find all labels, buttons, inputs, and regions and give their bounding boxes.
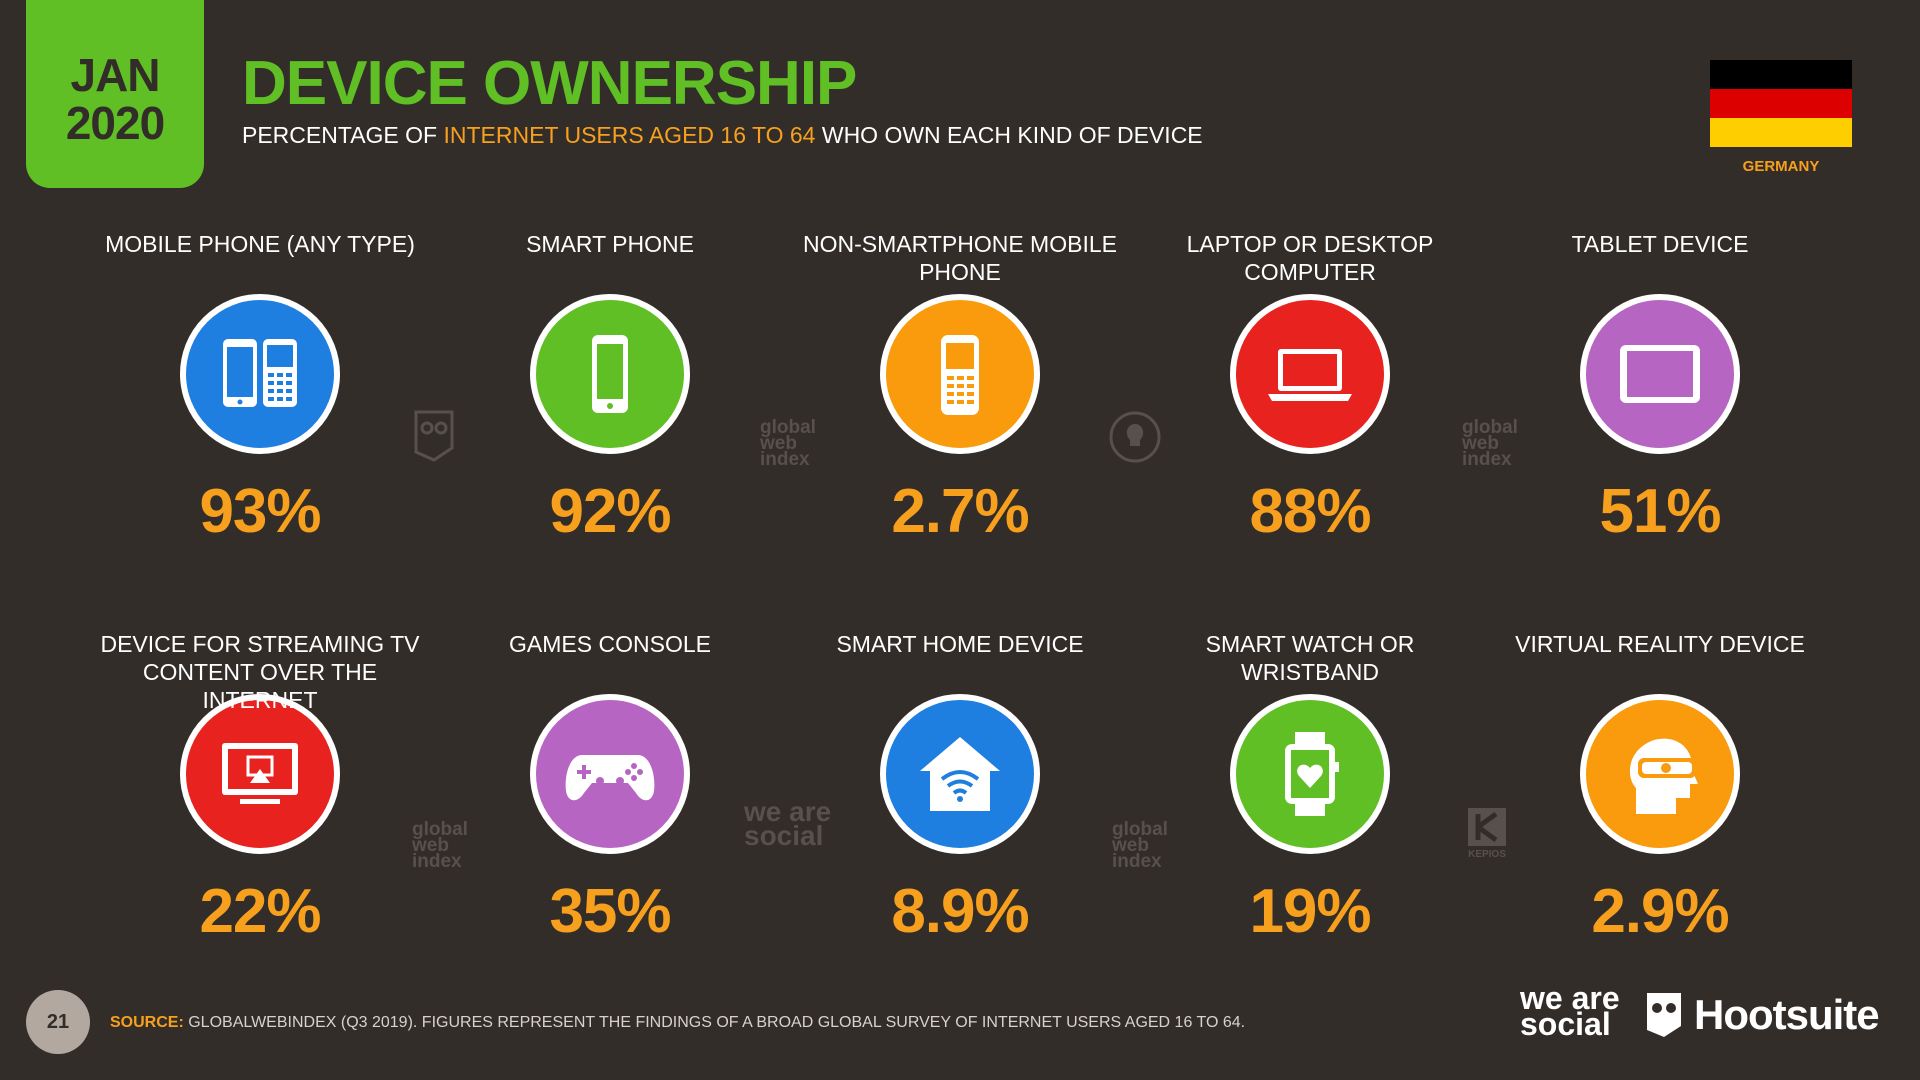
date-year: 2020 bbox=[65, 97, 165, 149]
device-value: 35% bbox=[549, 877, 671, 946]
date-month: JAN bbox=[70, 48, 160, 101]
mobile-phones-icon bbox=[223, 339, 297, 407]
page-title: DEVICE OWNERSHIP bbox=[242, 49, 857, 118]
device-label: MOBILE PHONE (ANY TYPE) bbox=[105, 231, 415, 257]
device-label: TABLET DEVICE bbox=[1571, 231, 1749, 257]
device-label: VIRTUAL REALITY DEVICE bbox=[1515, 631, 1805, 657]
subtitle-highlight: INTERNET USERS AGED 16 TO 64 bbox=[443, 122, 816, 148]
was-watermark: we are social bbox=[744, 796, 832, 851]
hootsuite-logo: Hootsuite bbox=[1644, 990, 1880, 1040]
device-item-vr: VIRTUAL REALITY DEVICE 2.9% bbox=[1495, 630, 1825, 947]
device-circle bbox=[1230, 694, 1390, 854]
page-subtitle: PERCENTAGE OF INTERNET USERS AGED 16 TO … bbox=[242, 122, 1203, 149]
device-label: LAPTOP OR DESKTOP COMPUTER bbox=[1186, 231, 1434, 285]
flag-stripe-red bbox=[1710, 89, 1852, 118]
vr-headset-icon bbox=[1629, 738, 1698, 814]
germany-flag-icon bbox=[1710, 60, 1852, 147]
hootsuite-owl-watermark-icon bbox=[414, 410, 454, 462]
date-badge: JAN 2020 bbox=[26, 0, 204, 188]
device-label: NON-SMARTPHONE MOBILE PHONE bbox=[803, 231, 1117, 285]
device-item-games-console: GAMES CONSOLE 35% bbox=[445, 630, 775, 947]
device-item-smart-home: SMART HOME DEVICE 8.9% bbox=[795, 630, 1125, 947]
hootsuite-owl-icon bbox=[1647, 993, 1681, 1037]
device-item-streaming-tv: DEVICE FOR STREAMING TV CONTENT OVER THE… bbox=[95, 630, 425, 947]
kepios-watermark: KEPIOS bbox=[1462, 806, 1512, 859]
device-value: 19% bbox=[1249, 877, 1371, 946]
device-label: SMART PHONE bbox=[526, 231, 694, 257]
source-label: SOURCE: bbox=[110, 1014, 184, 1031]
gwi-watermark: global web index bbox=[412, 819, 468, 873]
device-value: 88% bbox=[1249, 477, 1371, 546]
device-value: 93% bbox=[199, 477, 321, 546]
kepios-logo-icon bbox=[1468, 808, 1506, 846]
hootsuite-wordmark: Hootsuite bbox=[1694, 991, 1880, 1038]
device-label: SMART WATCH OR WRISTBAND bbox=[1205, 631, 1415, 685]
device-item-laptop: LAPTOP OR DESKTOP COMPUTER 88% bbox=[1145, 230, 1475, 547]
kepios-label: KEPIOS bbox=[1468, 848, 1506, 860]
page-number: 21 bbox=[26, 990, 90, 1054]
country-label: GERMANY bbox=[1742, 158, 1820, 175]
device-value: 2.9% bbox=[1591, 877, 1729, 946]
tablet-icon bbox=[1620, 345, 1700, 403]
device-label: SMART HOME DEVICE bbox=[836, 631, 1084, 657]
device-item-smartphone: SMART PHONE 92% bbox=[445, 230, 775, 547]
device-circle bbox=[1580, 694, 1740, 854]
device-item-tablet: TABLET DEVICE 51% bbox=[1495, 230, 1825, 547]
feature-phone-icon bbox=[941, 335, 979, 415]
device-item-mobile-phone: MOBILE PHONE (ANY TYPE) 93% bbox=[95, 230, 425, 547]
device-value: 92% bbox=[549, 477, 671, 546]
source-note: SOURCE: GLOBALWEBINDEX (Q3 2019). FIGURE… bbox=[110, 1014, 1245, 1032]
laptop-icon bbox=[1268, 349, 1352, 401]
streaming-tv-icon bbox=[222, 743, 298, 804]
device-item-non-smartphone: NON-SMARTPHONE MOBILE PHONE 2.7% bbox=[795, 230, 1125, 547]
device-value: 2.7% bbox=[891, 477, 1029, 546]
device-value: 8.9% bbox=[891, 877, 1029, 946]
smart-home-icon bbox=[920, 737, 1000, 811]
gwi-watermark: global web index bbox=[1112, 819, 1168, 873]
device-circle bbox=[530, 694, 690, 854]
device-value: 22% bbox=[199, 877, 321, 946]
we-are-social-logo: we are social bbox=[1520, 980, 1620, 1043]
device-label: GAMES CONSOLE bbox=[509, 631, 711, 657]
smartwatch-icon bbox=[1285, 732, 1339, 816]
gwi-watermark: global web index bbox=[1462, 417, 1518, 471]
device-item-smartwatch: SMART WATCH OR WRISTBAND 19% bbox=[1145, 630, 1475, 947]
subtitle-suffix: WHO OWN EACH KIND OF DEVICE bbox=[815, 122, 1203, 148]
smartphone-icon bbox=[592, 335, 628, 413]
subtitle-prefix: PERCENTAGE OF bbox=[242, 122, 444, 148]
device-value: 51% bbox=[1599, 477, 1721, 546]
flag-stripe-black bbox=[1710, 60, 1852, 89]
gwi-watermark: global web index bbox=[760, 417, 816, 471]
device-circle bbox=[180, 694, 340, 854]
gamepad-icon bbox=[565, 755, 655, 801]
device-circle bbox=[1580, 294, 1740, 454]
device-circle bbox=[180, 294, 340, 454]
device-label: DEVICE FOR STREAMING TV CONTENT OVER THE… bbox=[100, 631, 420, 713]
device-circle bbox=[880, 694, 1040, 854]
lightbulb-watermark-icon bbox=[1109, 411, 1161, 463]
device-circle bbox=[1230, 294, 1390, 454]
device-circle bbox=[530, 294, 690, 454]
device-circle bbox=[880, 294, 1040, 454]
flag-stripe-gold bbox=[1710, 118, 1852, 147]
source-text: GLOBALWEBINDEX (Q3 2019). FIGURES REPRES… bbox=[183, 1014, 1246, 1031]
